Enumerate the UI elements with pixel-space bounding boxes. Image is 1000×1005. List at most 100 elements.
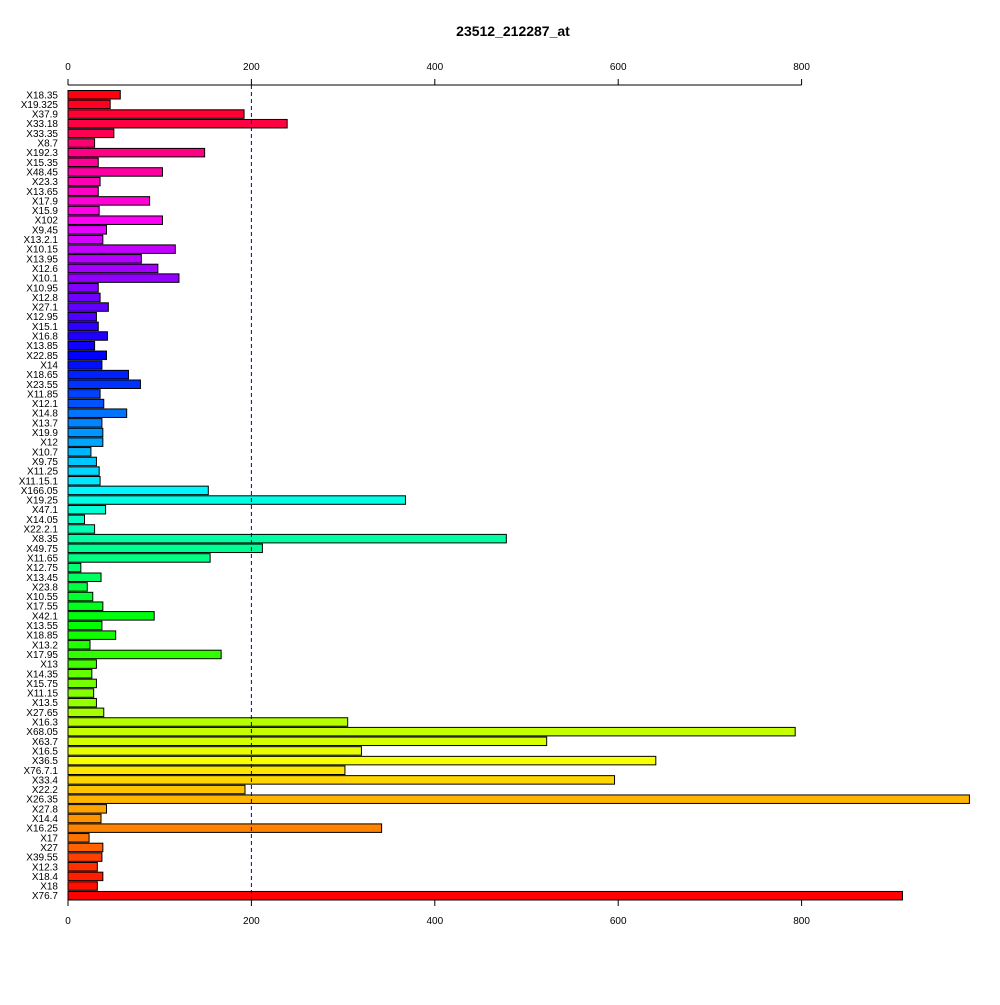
category-label: X8.35 <box>32 534 59 545</box>
category-label: X15.1 <box>32 322 59 333</box>
bar <box>67 408 128 418</box>
bar <box>67 283 99 293</box>
category-label: X19.325 <box>21 100 59 111</box>
category-label: X11.15 <box>27 689 58 700</box>
category-label: X12.3 <box>32 862 59 873</box>
bar <box>67 128 115 139</box>
category-label: X192.3 <box>26 148 58 159</box>
category-label: X22.2.1 <box>24 525 59 536</box>
category-label: X15.75 <box>26 679 58 690</box>
bar <box>67 205 100 216</box>
category-label: X166.05 <box>21 486 59 497</box>
bar <box>67 842 104 853</box>
bar <box>67 640 91 650</box>
category-label: X17.95 <box>26 650 58 661</box>
bar <box>67 649 222 660</box>
category-label: X13.7 <box>32 418 59 429</box>
category-label: X27.8 <box>32 804 59 815</box>
category-label: X22.2 <box>32 785 59 796</box>
bar <box>67 659 97 669</box>
bar <box>67 99 111 110</box>
bar <box>67 746 362 756</box>
category-label: X17 <box>40 833 58 844</box>
bar <box>67 630 117 640</box>
bar <box>67 707 105 718</box>
category-label: X16.25 <box>26 824 58 835</box>
bar <box>67 273 180 283</box>
category-label: X11.15.1 <box>19 476 59 487</box>
category-label: X15.35 <box>26 158 58 169</box>
category-label: X47.1 <box>32 505 59 516</box>
category-label: X36.5 <box>32 756 59 767</box>
bar <box>67 890 903 901</box>
bar <box>67 321 99 332</box>
category-label: X8.7 <box>37 139 58 150</box>
category-label: X27.1 <box>32 303 59 314</box>
bar <box>67 234 104 245</box>
category-label: X12 <box>40 438 58 449</box>
category-label: X17.55 <box>26 602 58 613</box>
category-label: X19.9 <box>32 428 59 439</box>
top-axis-tick-label: 0 <box>65 62 71 73</box>
category-label: X13.65 <box>26 187 58 198</box>
bar <box>67 360 103 370</box>
category-label: X14.8 <box>32 409 59 420</box>
bars <box>67 90 970 901</box>
category-label: X27.65 <box>26 708 58 719</box>
category-label: X10.7 <box>32 447 59 458</box>
category-label: X12.6 <box>32 264 59 275</box>
bar <box>67 456 97 467</box>
bar <box>67 263 159 274</box>
bar <box>67 176 101 187</box>
category-label: X10.95 <box>26 283 58 294</box>
bar <box>67 196 151 206</box>
category-label: X18.85 <box>26 631 58 642</box>
bar <box>67 833 90 843</box>
bar <box>67 109 245 119</box>
bar <box>67 582 88 592</box>
bar <box>67 669 93 679</box>
bar <box>67 572 102 582</box>
bar <box>67 147 206 158</box>
category-label: X33.4 <box>32 775 59 786</box>
category-label: X68.05 <box>26 727 58 738</box>
bar <box>67 138 96 148</box>
bar <box>67 302 109 312</box>
bar <box>67 697 97 708</box>
bar <box>67 562 82 573</box>
bar <box>67 688 95 698</box>
category-label: X9.75 <box>32 457 59 468</box>
bar <box>67 620 103 631</box>
category-label: X13.95 <box>26 254 58 265</box>
category-label: X13 <box>40 660 58 671</box>
top-axis-tick-label: 400 <box>426 62 443 73</box>
bar <box>67 794 970 804</box>
bar <box>67 292 101 303</box>
bar <box>67 398 105 409</box>
bar <box>67 784 246 795</box>
top-axis-tick-label: 600 <box>610 62 627 73</box>
category-label: X17.9 <box>32 196 59 207</box>
category-label: X22.85 <box>26 351 58 362</box>
bar <box>67 553 211 563</box>
bottom-axis-tick-label: 0 <box>65 916 71 927</box>
bar <box>67 90 121 100</box>
bottom-axis: 0 200 400 600 800 <box>65 899 810 927</box>
bar <box>67 167 163 177</box>
category-label: X26.35 <box>26 795 58 806</box>
category-label: X10.55 <box>26 592 58 603</box>
category-label: X18.65 <box>26 370 58 381</box>
category-label: X39.55 <box>26 853 58 864</box>
bar <box>67 601 104 611</box>
bar <box>67 350 108 361</box>
category-label: X33.35 <box>26 129 58 140</box>
category-label: X14.35 <box>26 669 58 680</box>
bar <box>67 804 108 814</box>
bar <box>67 765 346 775</box>
category-label: X18.4 <box>32 872 59 883</box>
category-label: X13.2 <box>32 640 59 651</box>
bar <box>67 369 130 380</box>
category-label: X12.95 <box>26 312 58 323</box>
bar <box>67 726 796 737</box>
